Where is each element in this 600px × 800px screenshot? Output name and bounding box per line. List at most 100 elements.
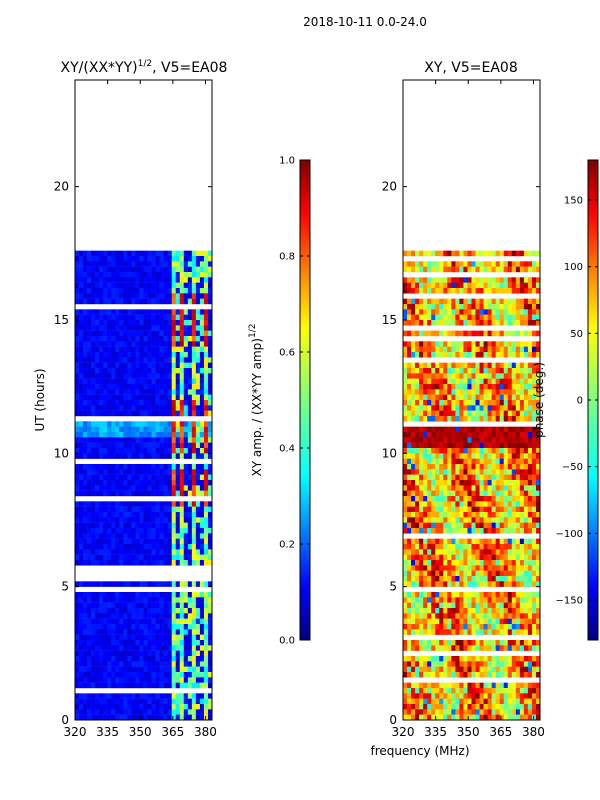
heatmap-cell xyxy=(511,592,517,598)
heatmap-cell xyxy=(199,346,205,353)
heatmap-cell xyxy=(475,554,480,561)
heatmap-cell xyxy=(447,368,452,374)
heatmap-cell xyxy=(187,554,193,561)
heatmap-cell xyxy=(455,400,460,406)
heatmap-cell xyxy=(511,405,517,411)
heatmap-cell xyxy=(455,453,460,459)
heatmap-cell xyxy=(507,618,513,625)
heatmap-cell xyxy=(511,288,517,294)
heatmap-cell xyxy=(419,330,424,337)
heatmap-cell xyxy=(147,490,152,497)
heatmap-cell xyxy=(419,384,424,390)
heatmap-cell xyxy=(431,464,436,470)
heatmap-cell xyxy=(503,544,509,550)
heatmap-cell xyxy=(135,656,140,662)
heatmap-cell xyxy=(507,490,513,497)
heatmap-cell xyxy=(111,442,116,449)
heatmap-cell xyxy=(535,330,541,337)
heatmap-cell xyxy=(515,485,521,491)
heatmap-cell xyxy=(447,352,452,358)
heatmap-cell xyxy=(83,554,88,561)
heatmap-cell xyxy=(107,352,112,358)
heatmap-cell xyxy=(163,288,168,294)
heatmap-cell xyxy=(131,389,136,395)
heatmap-cell xyxy=(155,389,160,395)
heatmap-cell xyxy=(443,288,448,294)
heatmap-cell xyxy=(131,320,136,326)
heatmap-cell xyxy=(127,581,132,587)
heatmap-cell xyxy=(511,389,517,395)
heatmap-cell xyxy=(183,314,189,321)
heatmap-cell xyxy=(99,581,104,587)
heatmap-cell xyxy=(527,469,533,475)
heatmap-cell xyxy=(479,384,484,390)
heatmap-cell xyxy=(103,517,108,523)
heatmap-cell xyxy=(191,640,197,646)
heatmap-cell xyxy=(431,469,436,475)
heatmap-cell xyxy=(79,266,84,273)
heatmap-cell xyxy=(115,533,120,539)
heatmap-cell xyxy=(143,597,148,603)
heatmap-cell xyxy=(403,432,408,438)
heatmap-cell xyxy=(139,661,144,667)
heatmap-cell xyxy=(183,656,189,662)
heatmap-cell xyxy=(435,581,440,587)
heatmap-cell xyxy=(435,394,440,401)
heatmap-cell xyxy=(83,672,88,678)
heatmap-cell xyxy=(123,314,128,321)
heatmap-cell xyxy=(195,506,201,513)
heatmap-cell xyxy=(103,400,108,406)
heatmap-cell xyxy=(403,282,408,289)
heatmap-cell xyxy=(195,256,201,262)
heatmap-cell xyxy=(455,384,460,390)
heatmap-cell xyxy=(479,490,484,497)
heatmap-cell xyxy=(159,346,164,353)
heatmap-cell xyxy=(175,554,181,561)
heatmap-cell xyxy=(207,693,213,699)
heatmap-cell xyxy=(195,400,201,406)
heatmap-cell xyxy=(87,512,92,518)
heatmap-cell xyxy=(407,464,412,470)
heatmap-cell xyxy=(127,629,132,635)
heatmap-cell xyxy=(471,352,476,358)
heatmap-cell xyxy=(131,677,136,683)
heatmap-cell xyxy=(475,522,480,529)
heatmap-cell xyxy=(479,341,484,347)
heatmap-cell xyxy=(191,608,197,614)
heatmap-cell xyxy=(115,549,120,555)
heatmap-cell xyxy=(159,309,164,315)
heatmap-cell xyxy=(171,677,177,683)
heatmap-cell xyxy=(119,549,124,555)
heatmap-cell xyxy=(451,528,456,534)
heatmap-cell xyxy=(195,394,201,401)
heatmap-cell xyxy=(83,309,88,315)
heatmap-cell xyxy=(455,618,460,625)
heatmap-cell xyxy=(479,362,484,369)
heatmap-cell xyxy=(159,554,164,561)
heatmap-cell xyxy=(519,608,525,614)
heatmap-cell xyxy=(155,400,160,406)
heatmap-cell xyxy=(487,437,492,443)
heatmap-cell xyxy=(123,277,128,283)
heatmap-cell xyxy=(83,506,88,513)
heatmap-cell xyxy=(199,698,205,705)
heatmap-cell xyxy=(195,330,201,337)
heatmap-cell xyxy=(403,304,408,310)
heatmap-cell xyxy=(147,581,152,587)
heatmap-cell xyxy=(403,624,408,630)
heatmap-cell xyxy=(131,522,136,529)
heatmap-cell xyxy=(527,330,533,337)
heatmap-cell xyxy=(443,618,448,625)
heatmap-cell xyxy=(431,613,436,619)
x-tick-label: 365 xyxy=(161,725,184,739)
heatmap-cell xyxy=(87,640,92,646)
heatmap-cell xyxy=(183,522,189,529)
heatmap-cell xyxy=(87,314,92,321)
heatmap-cell xyxy=(411,304,416,310)
heatmap-cell xyxy=(491,432,496,438)
heatmap-cell xyxy=(527,624,533,630)
heatmap-cell xyxy=(115,618,120,625)
heatmap-cell xyxy=(531,298,537,305)
heatmap-cell xyxy=(467,496,472,502)
heatmap-cell xyxy=(439,597,444,603)
